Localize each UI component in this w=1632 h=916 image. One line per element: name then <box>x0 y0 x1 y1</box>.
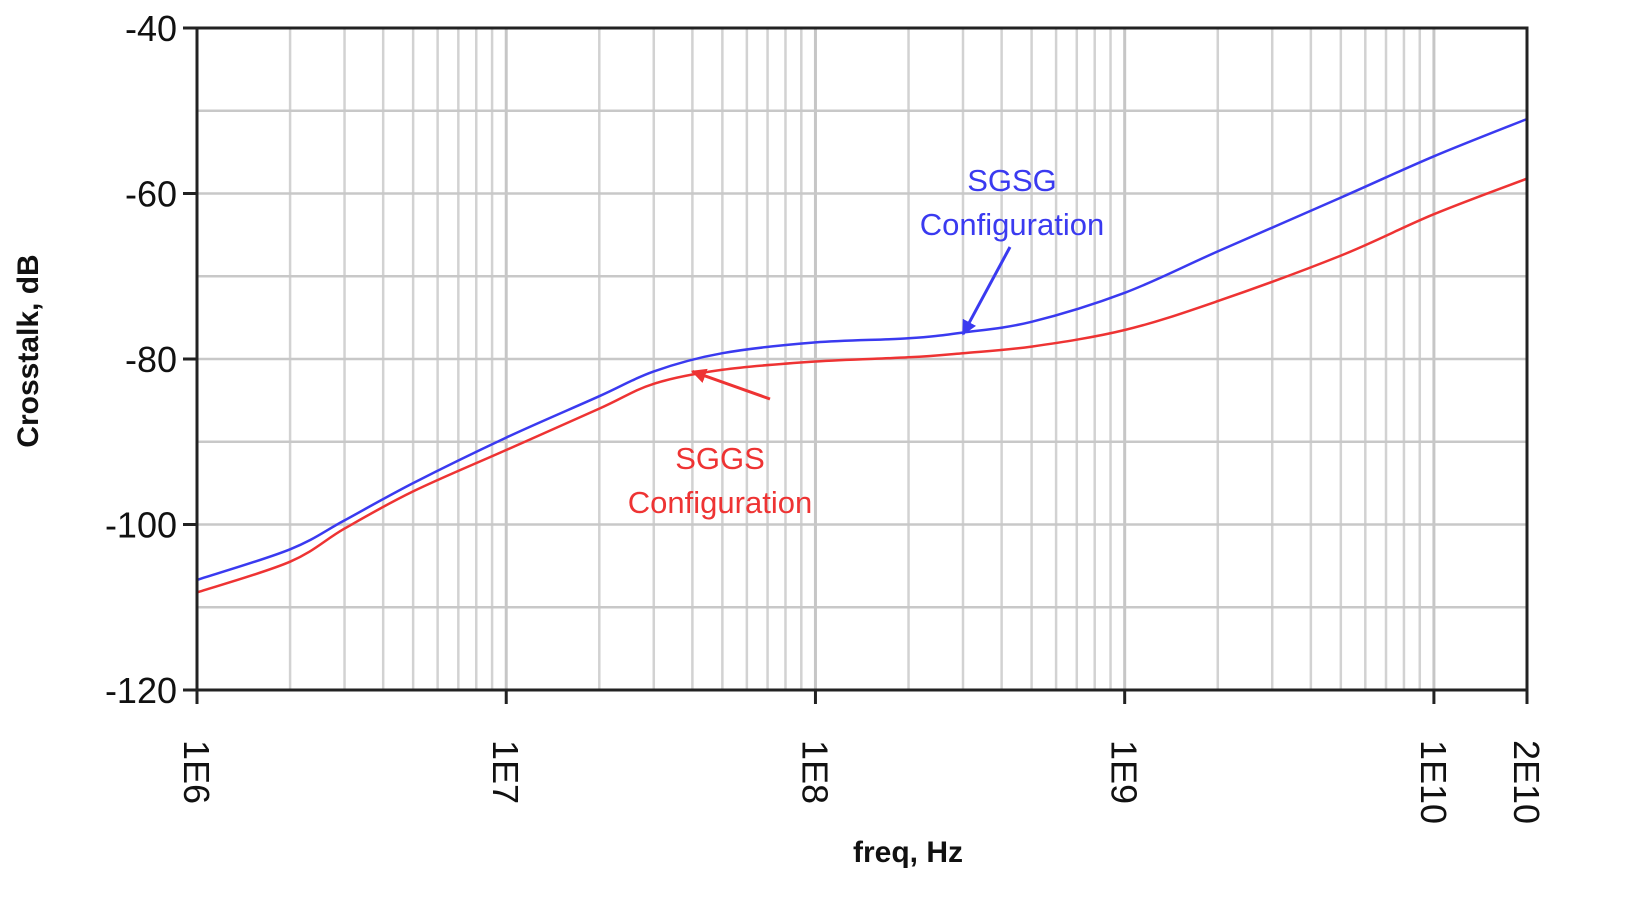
annotation-arrow <box>961 246 1012 336</box>
series-lines <box>196 117 1528 594</box>
axis-ticks: -40 -60 -80 -100 -120 1E6 1E7 1E8 1E9 1E10 2E10 <box>105 8 1547 824</box>
x-tick-label: 2E10 <box>1506 740 1547 824</box>
annotations: SGSG Configuration SGGS Configuration <box>628 163 1104 520</box>
y-tick-label: -40 <box>125 8 177 49</box>
annotation-arrow <box>690 368 771 401</box>
y-tick-label: -100 <box>105 505 177 546</box>
series-line-1 <box>196 117 1528 582</box>
x-tick-label: 1E9 <box>1104 740 1145 804</box>
x-tick-label: 1E10 <box>1413 740 1454 824</box>
series-line-2 <box>196 177 1528 594</box>
y-axis-label: Crosstalk, dB <box>12 254 45 447</box>
grid <box>197 28 1527 690</box>
annotation-text: SGSG <box>967 163 1057 198</box>
x-axis-label: freq, Hz <box>853 836 963 869</box>
annotation-text: Configuration <box>920 207 1104 242</box>
y-tick-label: -120 <box>105 670 177 711</box>
annotation-text: SGGS <box>675 441 765 476</box>
annotation-text: Configuration <box>628 485 812 520</box>
y-tick-label: -80 <box>125 339 177 380</box>
x-tick-label: 1E7 <box>485 740 526 804</box>
y-tick-label: -60 <box>125 174 177 215</box>
x-tick-label: 1E8 <box>794 740 835 804</box>
x-tick-label: 1E6 <box>176 740 217 804</box>
